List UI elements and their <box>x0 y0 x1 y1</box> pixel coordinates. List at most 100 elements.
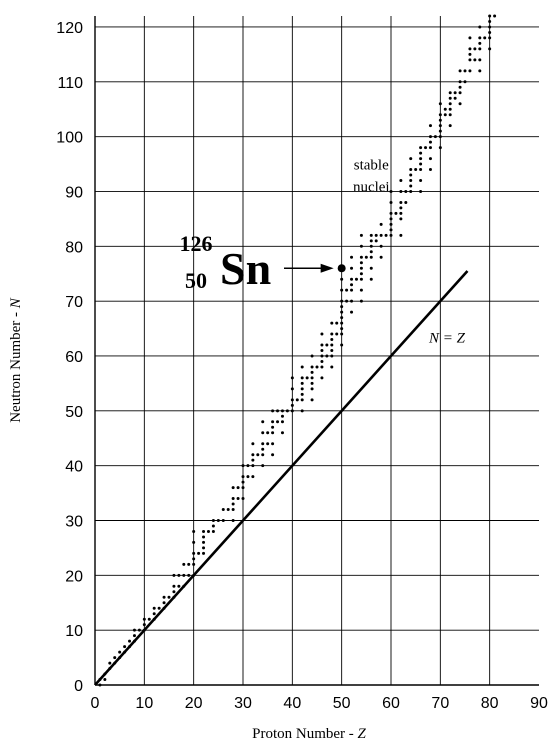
nuclide-point-15 <box>132 634 136 638</box>
nuclide-point-130 <box>320 332 324 336</box>
nuclide-point-109 <box>300 398 304 402</box>
stable-nuclei-label-line1: stable <box>354 158 389 174</box>
nuclide-point-260 <box>478 36 482 40</box>
nuclide-point-44 <box>192 551 196 555</box>
nuclide-point-80 <box>256 453 260 457</box>
nuclide-point-238 <box>448 96 452 100</box>
nuclide-point-119 <box>310 376 314 380</box>
plot-frame <box>94 16 539 686</box>
nuclide-point-61 <box>231 518 235 522</box>
nuclide-point-201 <box>404 200 408 204</box>
n-equals-z-line <box>94 270 469 686</box>
nuclide-point-31 <box>172 590 176 594</box>
nuclide-point-265 <box>488 30 492 34</box>
nuclide-point-190 <box>389 211 393 215</box>
nuclide-point-179 <box>374 239 378 243</box>
nuclide-point-217 <box>424 146 428 150</box>
nuclide-point-135 <box>330 349 334 352</box>
nuclide-point-42 <box>192 562 196 566</box>
nuclide-point-104 <box>290 398 294 402</box>
nuclide-point-46 <box>192 529 196 533</box>
nuclide-point-28 <box>162 595 166 599</box>
nuclide-point-93 <box>271 420 275 424</box>
nuclide-point-121 <box>310 365 314 369</box>
nuclide-point-249 <box>468 69 472 73</box>
nuclide-point-29 <box>167 595 171 599</box>
nuclide-point-220 <box>428 146 432 150</box>
nuclide-point-137 <box>330 338 334 342</box>
nuclide-point-49 <box>202 546 206 550</box>
nuclide-point-184 <box>379 222 383 226</box>
nuclide-point-258 <box>478 47 482 51</box>
y-tick-labels: 0 10 20 30 40 50 60 70 80 90 100 110 120 <box>56 20 83 695</box>
nuclide-point-79 <box>251 442 255 446</box>
nuclide-point-254 <box>473 58 477 62</box>
nuclide-point-25 <box>157 606 161 610</box>
nuclide-point-224 <box>433 135 437 139</box>
nuclide-point-236 <box>448 107 452 111</box>
x-tick-label-0: 0 <box>91 695 100 712</box>
nuclide-point-73 <box>246 475 250 479</box>
sn-126-point <box>337 264 346 273</box>
nuclide-point-26 <box>162 606 166 610</box>
y-tick-label-0: 0 <box>74 678 83 695</box>
nuclide-point-163 <box>359 288 363 292</box>
nuclide-point-230 <box>438 113 442 117</box>
nuclide-point-248 <box>463 69 467 73</box>
x-tick-label-80: 80 <box>481 695 499 712</box>
nuclide-point-138 <box>330 332 334 336</box>
x-tick-label-50: 50 <box>333 695 351 712</box>
nuclide-point-70 <box>241 480 245 484</box>
nuclide-point-16 <box>132 628 136 632</box>
nuclide-point-235 <box>448 113 452 117</box>
nuclide-point-12 <box>128 645 132 649</box>
nuclide-point-89 <box>271 453 275 457</box>
nuclide-point-174 <box>369 255 373 259</box>
nuclide-point-66 <box>236 497 240 501</box>
nuclide-point-90 <box>271 442 275 446</box>
nuclide-point-86 <box>261 420 265 424</box>
nuclide-point-129 <box>320 343 324 347</box>
nuclide-point-81 <box>261 464 265 468</box>
nuclide-point-116 <box>310 398 314 402</box>
n-equals-z-label: N = Z <box>428 330 466 346</box>
nuclide-point-62 <box>231 508 235 512</box>
nuclide-point-266 <box>488 25 492 29</box>
nuclide-point-191 <box>389 200 393 204</box>
nuclide-point-22 <box>152 617 156 621</box>
sn-arrow-head <box>320 263 334 273</box>
nuclide-point-211 <box>419 179 423 183</box>
nuclide-point-269 <box>493 14 497 18</box>
nuclide-point-145 <box>340 321 344 325</box>
nuclide-point-151 <box>340 277 344 281</box>
nuclide-point-204 <box>409 184 413 188</box>
nuclide-point-114 <box>300 365 304 369</box>
nuclide-point-27 <box>162 601 166 605</box>
nuclide-point-82 <box>261 453 265 457</box>
nuclide-point-247 <box>463 80 467 84</box>
nuclide-point-162 <box>359 299 363 303</box>
nuclide-point-35 <box>177 573 181 577</box>
nuclide-point-242 <box>458 102 462 106</box>
nuclide-point-108 <box>300 409 304 413</box>
nuclide-point-259 <box>478 41 482 45</box>
sn-126-annotation: 126 50 Sn <box>180 231 346 294</box>
nuclide-point-47 <box>197 551 201 555</box>
y-tick-label-70: 70 <box>65 294 83 311</box>
nuclide-point-45 <box>192 540 196 544</box>
nuclide-point-7 <box>113 656 117 660</box>
nuclide-point-32 <box>172 584 176 588</box>
nuclide-point-34 <box>177 584 181 588</box>
grid <box>95 16 539 685</box>
nuclide-point-155 <box>350 299 354 303</box>
nuclide-point-251 <box>468 52 472 56</box>
nuclide-point-43 <box>192 557 196 561</box>
x-tick-label-10: 10 <box>135 695 153 712</box>
y-tick-label-40: 40 <box>65 459 83 476</box>
nuclide-point-250 <box>468 58 472 62</box>
n-equals-z-segment <box>94 270 469 686</box>
nuclide-point-228 <box>438 124 442 128</box>
nuclide-point-38 <box>182 562 186 566</box>
nuclide-point-69 <box>241 486 245 490</box>
